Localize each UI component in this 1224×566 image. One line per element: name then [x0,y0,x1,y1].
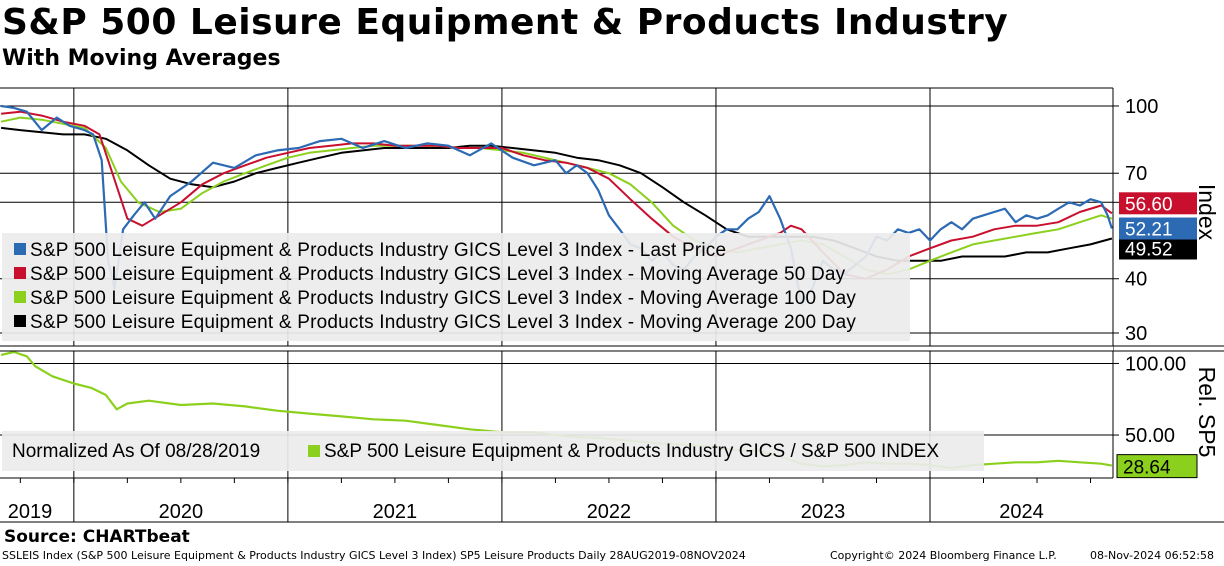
panel-divider-gap [0,346,1113,351]
legend-swatch-ma50 [14,267,26,279]
main-legend-background [2,233,910,341]
series-line-ma200 [0,126,1113,262]
x-axis-year-labels: 2019 2020 2021 2022 2023 2024 [8,501,1044,523]
relative-panel-grid [0,362,1113,436]
end-label-box-ma50 [1119,192,1197,215]
end-label-box-ma200 [1119,237,1197,260]
legend-label-ma50: S&P 500 Leisure Equipment & Products Ind… [30,264,846,285]
x-year-label: 2023 [801,501,846,523]
y-tick-label-main: 100 [1125,96,1158,118]
x-year-label: 2021 [373,501,418,523]
legend-label-last_price: S&P 500 Leisure Equipment & Products Ind… [30,240,726,261]
y-axis-title-main: Index [1194,184,1220,241]
chart-subtitle: With Moving Averages [2,46,281,71]
relative-legend-background [2,431,984,471]
end-label-box-relative [1116,454,1198,479]
end-label-box-last_price [1119,217,1197,240]
source-note: Source: CHARTbeat [4,527,190,547]
footer-timestamp: 08-Nov-2024 06:52:58 [1090,549,1215,562]
end-label-text-ma200: 49.52 [1125,239,1173,260]
x-year-label: 2022 [587,501,632,523]
y-tick-label-main: 40 [1125,269,1147,291]
x-year-label: 2019 [8,501,53,523]
end-label-text-last_price: 52.21 [1125,220,1173,241]
footer-description: SSLEIS Index (S&P 500 Leisure Equipment … [2,549,746,562]
legend-label-relative: S&P 500 Leisure Equipment & Products Ind… [324,441,939,462]
main-legend: S&P 500 Leisure Equipment & Products Ind… [2,233,910,341]
y-axis-title-relative: Rel. SP5 [1194,367,1220,458]
legend-label-ma200: S&P 500 Leisure Equipment & Products Ind… [30,312,856,333]
end-label-text-ma50: 56.60 [1125,194,1173,215]
y-tick-label-relative: 50.00 [1125,425,1175,447]
chart-title: S&P 500 Leisure Equipment & Products Ind… [2,2,1009,43]
axes [0,87,1224,523]
legend-label-ma100: S&P 500 Leisure Equipment & Products Ind… [30,288,856,309]
legend-swatch-ma100 [14,291,26,303]
relative-legend: Normalized As Of 08/28/2019 S&P 500 Leisu… [2,431,984,471]
footer: SSLEIS Index (S&P 500 Leisure Equipment … [2,549,1214,562]
relative-legend-prefix: Normalized As Of 08/28/2019 [12,441,260,462]
legend-swatch-last_price [14,243,26,255]
y-tick-label-relative: 100.00 [1125,353,1186,375]
x-year-label: 2024 [999,501,1044,523]
legend-swatch-relative [308,445,320,457]
y-tick-label-main: 70 [1125,163,1147,185]
end-label-text-relative: 28.64 [1123,458,1171,479]
legend-swatch-ma200 [14,315,26,327]
x-year-label: 2020 [159,501,204,523]
y-axis-titles: Index Rel. SP5 [1194,184,1220,458]
footer-copyright: Copyright© 2024 Bloomberg Finance L.P. [830,549,1057,562]
y-tick-label-main: 30 [1125,323,1147,345]
